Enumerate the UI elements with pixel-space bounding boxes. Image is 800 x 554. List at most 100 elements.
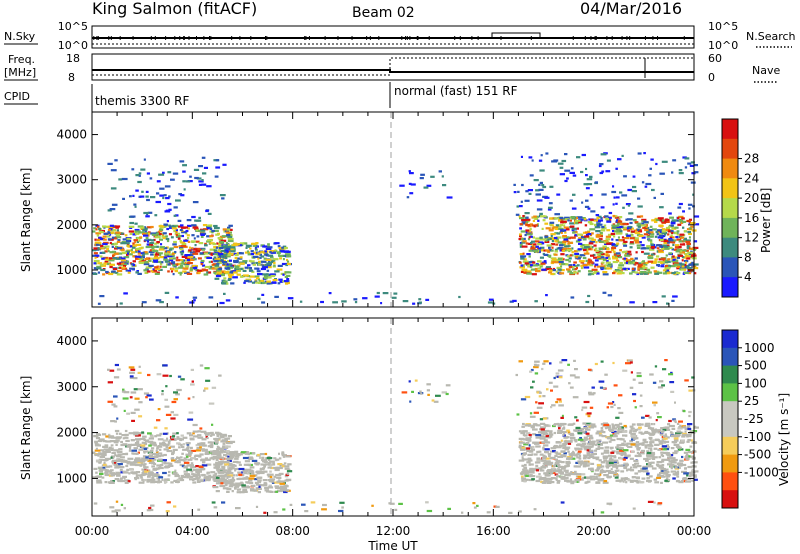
power-data-cell <box>124 234 128 237</box>
velocity-data-cell <box>657 448 661 451</box>
velocity-data-cell <box>688 410 692 414</box>
power-data-cell <box>632 219 637 222</box>
velocity-data-cell <box>556 464 561 467</box>
power-data-cell <box>599 232 603 235</box>
velocity-data-cell <box>180 378 185 381</box>
velocity-data-cell <box>129 445 132 448</box>
power-data-cell <box>129 232 133 235</box>
velocity-data-cell <box>666 436 670 439</box>
power-data-cell <box>533 243 537 246</box>
velocity-data-cell <box>651 467 657 470</box>
power-data-cell <box>575 222 578 225</box>
velocity-data-cell <box>693 470 699 473</box>
velocity-data-cell <box>187 397 191 400</box>
nsearch-tick-top: 10^5 <box>708 20 738 33</box>
velocity-data-cell <box>178 477 183 480</box>
velocity-data-cell <box>193 478 197 481</box>
velocity-data-cell <box>110 448 114 451</box>
power-data-cell <box>286 274 291 277</box>
velocity-data-cell <box>688 455 691 458</box>
power-data-cell <box>539 169 545 172</box>
power-data-cell <box>638 234 644 238</box>
power-data-cell <box>548 246 551 249</box>
velocity-data-cell <box>269 464 273 467</box>
velocity-data-cell <box>165 465 170 468</box>
power-data-cell <box>167 171 172 174</box>
velocity-data-cell <box>257 481 262 484</box>
velocity-data-cell <box>575 449 578 452</box>
power-data-cell <box>618 239 623 242</box>
velocity-data-cell <box>176 437 182 440</box>
power-data-cell <box>170 270 174 273</box>
power-data-cell <box>601 261 605 264</box>
power-data-cell <box>115 226 119 229</box>
velocity-data-cell <box>686 474 689 477</box>
power-data-cell <box>571 207 577 210</box>
velocity-data-cell <box>100 449 104 452</box>
velocity-data-cell <box>117 463 123 466</box>
power-data-cell <box>572 174 577 177</box>
power-data-cell <box>598 238 603 241</box>
velocity-data-cell <box>618 449 625 452</box>
velocity-data-cell <box>199 436 204 439</box>
power-data-cell <box>353 298 358 301</box>
velocity-data-cell <box>201 449 207 452</box>
power-data-cell <box>602 291 607 294</box>
velocity-data-cell <box>577 450 582 453</box>
power-data-cell <box>540 262 546 265</box>
velocity-data-cell <box>279 485 285 488</box>
velocity-data-cell <box>605 426 612 429</box>
power-data-cell <box>267 243 270 246</box>
velocity-data-cell <box>196 470 202 473</box>
power-data-cell <box>102 235 107 238</box>
power-data-cell <box>517 190 520 193</box>
power-data-cell <box>547 238 550 241</box>
power-data-cell <box>212 263 218 266</box>
power-data-cell <box>622 226 628 229</box>
velocity-data-cell <box>131 419 135 422</box>
velocity-data-cell <box>206 436 209 440</box>
velocity-data-cell <box>204 387 209 390</box>
velocity-data-cell <box>626 442 631 445</box>
velocity-data-cell <box>271 481 275 484</box>
velocity-data-cell <box>578 430 584 433</box>
velocity-data-cell <box>685 448 691 451</box>
power-data-cell <box>278 278 283 281</box>
velocity-data-cell <box>631 438 635 441</box>
power-data-cell <box>198 271 201 274</box>
power-data-cell <box>666 266 671 269</box>
velocity-data-cell <box>161 390 164 393</box>
velocity-data-cell <box>186 464 192 467</box>
nsky-step <box>491 32 541 38</box>
velocity-data-cell <box>251 459 258 462</box>
power-data-cell <box>577 248 582 251</box>
velocity-data-cell <box>664 452 670 455</box>
power-data-cell <box>627 229 631 232</box>
velocity-data-cell <box>630 434 637 438</box>
power-data-cell <box>214 253 218 256</box>
velocity-data-cell <box>522 458 529 461</box>
velocity-data-cell <box>541 459 547 462</box>
velocity-data-cell <box>660 427 665 430</box>
velocity-data-cell <box>567 363 570 366</box>
power-data-cell <box>180 262 185 265</box>
power-data-cell <box>115 246 119 249</box>
velocity-data-cell <box>192 430 199 433</box>
power-data-cell <box>676 267 680 270</box>
velocity-data-cell <box>609 464 614 467</box>
velocity-data-cell <box>554 451 559 454</box>
power-data-cell <box>564 169 571 172</box>
velocity-data-cell <box>614 423 620 427</box>
power-data-cell <box>631 269 636 272</box>
velocity-data-cell <box>636 477 640 480</box>
power-data-cell <box>94 254 100 257</box>
velocity-data-cell <box>189 475 194 479</box>
power-data-cell <box>198 242 204 245</box>
power-data-cell <box>583 183 589 186</box>
velocity-data-cell <box>172 435 176 438</box>
power-data-cell <box>299 300 303 303</box>
nsky-tick-marks <box>93 36 685 40</box>
velocity-data-cell <box>535 469 539 472</box>
power-data-cell <box>572 193 576 196</box>
power-data-cell <box>111 270 116 273</box>
